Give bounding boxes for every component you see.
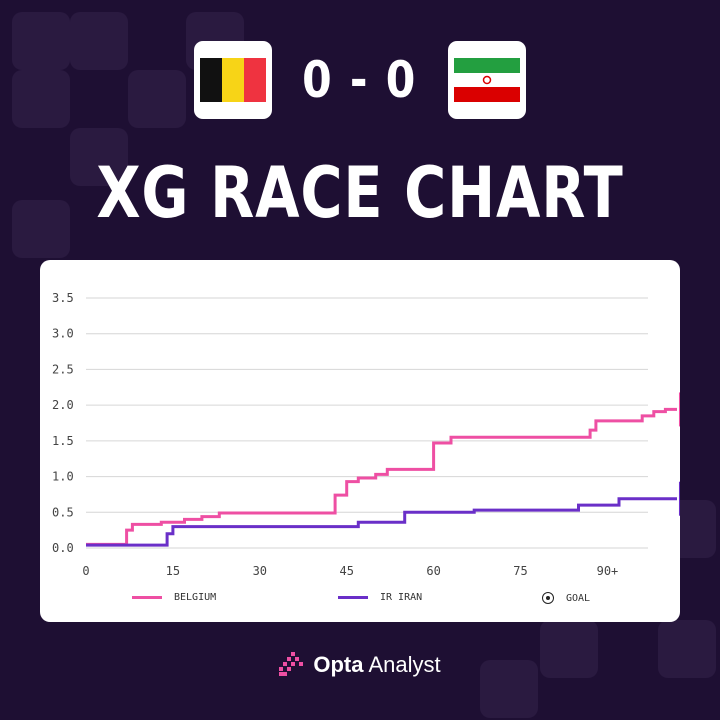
xg-race-chart: 0.00.51.01.52.02.53.03.50153045607590+1.… [52,291,680,578]
opta-logo-icon [279,652,304,676]
legend-item-iran: IR IRAN [338,592,422,603]
y-tick-label-0: 0.0 [52,541,74,555]
belgium-flag-icon [200,58,267,102]
x-tick-label-2: 30 [253,564,267,578]
y-tick-label-1: 0.5 [52,505,74,519]
x-tick-label-4: 60 [426,564,440,578]
legend-item-goal: GOAL [542,592,590,604]
home-flag-box [194,41,273,119]
y-tick-label-6: 3.0 [52,327,74,341]
legend-label-goal: GOAL [566,592,591,604]
x-tick-label-0: 0 [82,564,89,578]
end-label-box-0 [678,392,680,427]
y-tick-label-4: 2.0 [52,398,74,412]
iran-flag-icon [453,58,520,102]
legend-item-belgium: BELGIUM [132,592,216,603]
x-tick-label-5: 75 [513,564,527,578]
legend-label-belgium: BELGIUM [174,592,217,603]
x-tick-label-3: 45 [339,564,353,578]
goal-ball-icon [542,592,554,604]
y-tick-label-7: 3.5 [52,291,74,305]
away-score: 0 [386,51,418,109]
away-flag-box [447,41,526,119]
brand-name-regular: Analyst [368,652,441,677]
brand-name-bold: Opta [313,652,364,677]
chart-legend: BELGIUM IR IRAN GOAL [40,592,680,612]
score-separator: - [350,51,370,109]
score-display: 0 - 0 [303,51,418,109]
x-tick-label-1: 15 [166,564,180,578]
y-tick-label-5: 2.5 [52,362,74,376]
x-tick-label-6: 90+ [597,564,619,578]
series-line-ir-iran [86,497,677,547]
y-tick-label-3: 1.5 [52,434,74,448]
series-line-belgium [86,407,677,546]
scoreboard: 0 - 0 [0,40,720,120]
y-tick-label-2: 1.0 [52,470,74,484]
home-score: 0 [302,51,334,109]
end-label-box-1 [678,481,680,516]
brand-logo: Opta Analyst [0,652,720,678]
page-title: XG RACE CHART [96,152,624,234]
legend-line-belgium [132,596,162,599]
legend-line-iran [338,596,368,599]
chart-card: 0.00.51.01.52.02.53.03.50153045607590+1.… [40,260,680,622]
legend-label-iran: IR IRAN [380,592,423,603]
